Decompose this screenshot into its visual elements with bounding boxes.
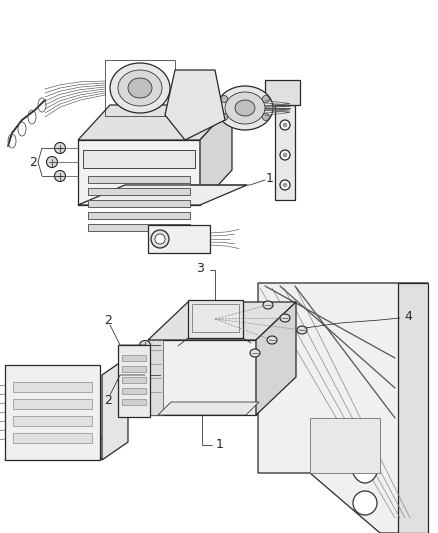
Ellipse shape [54, 171, 66, 182]
Ellipse shape [280, 120, 290, 130]
Polygon shape [118, 345, 150, 417]
Ellipse shape [250, 349, 260, 357]
Text: 1: 1 [216, 439, 224, 451]
Ellipse shape [155, 234, 165, 244]
Bar [88, 224, 190, 231]
Ellipse shape [283, 153, 287, 157]
Ellipse shape [280, 150, 290, 160]
Ellipse shape [262, 95, 269, 102]
Ellipse shape [353, 491, 377, 515]
Polygon shape [78, 105, 232, 140]
Ellipse shape [46, 157, 57, 167]
Bar [122, 355, 146, 361]
Polygon shape [148, 340, 256, 415]
Ellipse shape [151, 230, 169, 248]
Ellipse shape [221, 95, 228, 102]
Polygon shape [5, 438, 125, 460]
Polygon shape [78, 140, 200, 205]
Ellipse shape [297, 326, 307, 334]
Bar [13, 433, 92, 443]
Ellipse shape [110, 63, 170, 113]
Ellipse shape [280, 314, 290, 322]
Bar [88, 212, 190, 219]
Polygon shape [398, 283, 428, 533]
Text: 4: 4 [404, 310, 412, 322]
Polygon shape [275, 105, 295, 200]
Text: 2: 2 [104, 313, 112, 327]
Bar [88, 176, 190, 183]
Ellipse shape [283, 183, 287, 187]
Bar [122, 366, 146, 372]
Text: 2: 2 [29, 156, 37, 168]
Polygon shape [200, 105, 232, 205]
Polygon shape [258, 283, 428, 533]
Ellipse shape [267, 336, 277, 344]
Text: 3: 3 [196, 262, 204, 274]
Polygon shape [102, 357, 128, 460]
Bar [13, 382, 92, 392]
Bar [88, 200, 190, 207]
Bar [88, 188, 190, 195]
Ellipse shape [225, 92, 265, 124]
Ellipse shape [54, 142, 66, 154]
Polygon shape [5, 365, 100, 460]
Ellipse shape [235, 100, 255, 116]
Ellipse shape [351, 443, 379, 483]
Polygon shape [148, 225, 210, 253]
Bar [13, 399, 92, 409]
Ellipse shape [262, 114, 269, 120]
Polygon shape [148, 340, 163, 415]
Bar [122, 377, 146, 383]
Polygon shape [310, 418, 380, 473]
Bar [122, 388, 146, 394]
Ellipse shape [118, 70, 162, 106]
Bar [122, 399, 146, 405]
Bar [88, 224, 190, 231]
Text: 2: 2 [104, 393, 112, 407]
Bar [88, 188, 190, 195]
Bar [88, 212, 190, 219]
Bar [13, 416, 92, 426]
Ellipse shape [280, 180, 290, 190]
Polygon shape [188, 300, 243, 338]
Ellipse shape [217, 86, 273, 130]
Ellipse shape [128, 78, 152, 98]
Polygon shape [148, 302, 296, 340]
Bar [88, 176, 190, 183]
Ellipse shape [139, 370, 151, 379]
Ellipse shape [263, 301, 273, 309]
Bar [83, 150, 195, 168]
Bar [192, 304, 239, 332]
Bar [88, 200, 190, 207]
Ellipse shape [283, 123, 287, 127]
Polygon shape [158, 402, 259, 415]
Polygon shape [256, 302, 296, 415]
Text: 1: 1 [266, 172, 274, 184]
Polygon shape [265, 80, 300, 105]
Ellipse shape [221, 114, 228, 120]
Polygon shape [78, 185, 247, 205]
Polygon shape [165, 70, 225, 140]
Ellipse shape [139, 341, 151, 350]
